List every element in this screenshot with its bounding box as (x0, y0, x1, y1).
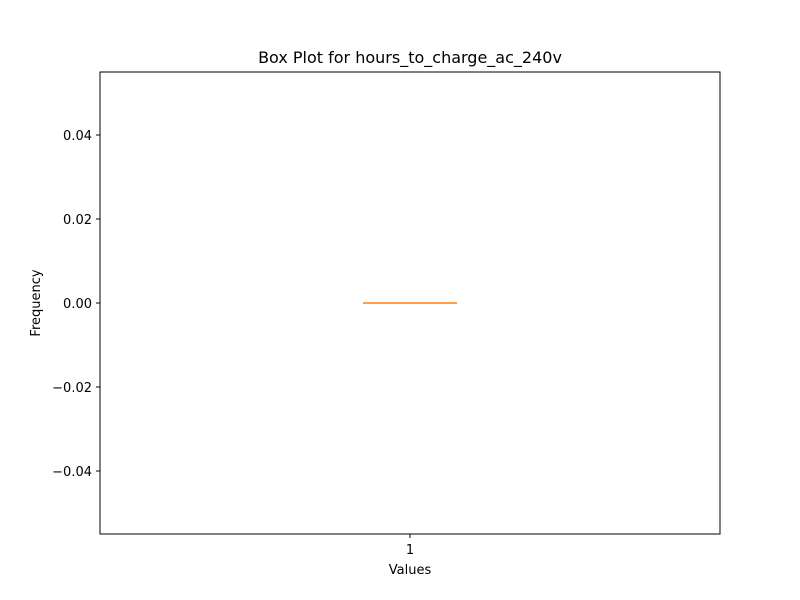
chart-title: Box Plot for hours_to_charge_ac_240v (258, 48, 562, 68)
x-tick-label: 1 (406, 543, 414, 558)
y-tick-label: 0.02 (63, 213, 92, 228)
x-axis-label: Values (389, 563, 432, 578)
y-tick-label: 0.00 (63, 297, 92, 312)
plot-area: −0.04 −0.02 0.00 0.02 0.04 1 (52, 129, 457, 558)
plot-frame (99, 71, 721, 535)
y-tick-label: −0.04 (52, 465, 92, 480)
y-axis-label: Frequency (29, 269, 44, 336)
y-tick-label: −0.02 (52, 381, 92, 396)
y-tick-label: 0.04 (63, 129, 92, 144)
